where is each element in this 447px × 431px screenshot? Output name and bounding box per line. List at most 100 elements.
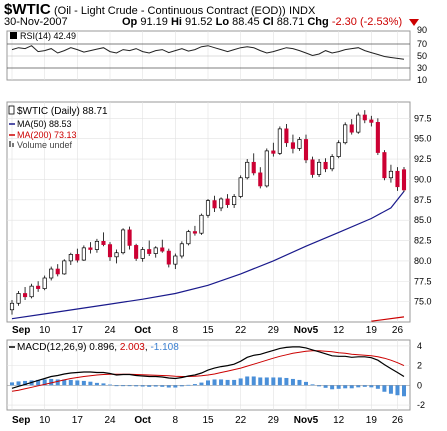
macd-hist-bar	[395, 385, 400, 396]
price-legend-candle-icon	[8, 105, 15, 115]
macd-hist-bar	[199, 382, 204, 386]
candle-body	[369, 119, 374, 123]
symbol: $WTIC	[4, 1, 51, 18]
candle-body	[323, 161, 328, 170]
x-tick-label: Sep	[12, 415, 30, 426]
macd-hist-bar	[68, 379, 73, 386]
high-value: 91.52	[185, 16, 213, 28]
candle-body	[375, 122, 380, 153]
x-tick-label: 22	[235, 415, 247, 426]
ma50-legend-label: MA(50) 88.53	[17, 119, 72, 129]
macd-tick-label: 4	[417, 341, 422, 351]
price-tick-label: 90.0	[414, 174, 432, 184]
macd-hist-bar	[212, 379, 217, 386]
macd-hist-bar	[114, 385, 119, 387]
rsi-legend: RSI(14) 42.49	[10, 31, 76, 41]
volume-legend-icon-b	[12, 143, 14, 147]
price-tick-label: 92.5	[414, 154, 432, 164]
candle-body	[395, 170, 400, 188]
price-tick-label: 97.5	[414, 113, 432, 123]
rsi-panel: RSI(14) 42.49 90 70 50 30 10	[6, 25, 427, 85]
macd-hist-bar	[271, 377, 276, 386]
x-tick-label: Nov5	[294, 415, 319, 426]
macd-hist-bar	[232, 379, 237, 386]
close-label: Cl	[262, 16, 274, 28]
candle-body	[62, 260, 67, 275]
macd-hist-bar	[375, 385, 380, 389]
candle-body	[121, 229, 126, 254]
macd-hist-bar	[238, 378, 243, 386]
rsi-legend-swatch	[10, 32, 17, 39]
candle-body	[173, 255, 178, 265]
x-tick-label: Oct	[134, 325, 151, 336]
candle-body	[101, 240, 106, 245]
macd-hist-bar	[101, 383, 106, 386]
macd-hist-bar	[264, 377, 269, 386]
ma50-line	[11, 191, 405, 320]
candle-body	[401, 169, 407, 191]
x-tick-label: Oct	[134, 415, 151, 426]
price-legend-label: $WTIC (Daily) 88.71	[17, 106, 108, 117]
candle-body	[186, 231, 191, 245]
quote-row: 30-Nov-2007 Op 91.19 Hi 91.52 Lo 88.45 C…	[4, 16, 440, 28]
macd-hist-bar	[330, 385, 335, 390]
macd-hist-bar	[336, 385, 341, 389]
low-label: Lo	[215, 16, 230, 28]
x-tick-label: 24	[104, 415, 116, 426]
macd-hist-bar	[251, 376, 256, 386]
candle-body	[16, 293, 21, 304]
macd-legend: MACD(12,26,9) 0.896, 2.003, -1.108	[9, 342, 179, 353]
candle-body	[284, 128, 289, 144]
candle-body	[388, 170, 393, 179]
macd-hist-bar	[192, 384, 197, 386]
rsi-tick-70: 70	[417, 39, 427, 49]
chg-label: Chg	[307, 16, 329, 28]
low-value: 88.45	[232, 16, 260, 28]
macd-tick-label: 2	[417, 361, 422, 371]
macd-hist-bar	[388, 385, 393, 394]
high-label: Hi	[170, 16, 182, 28]
macd-hist-bar	[173, 385, 178, 388]
macd-hist-bar	[206, 380, 210, 386]
candle-body	[245, 161, 250, 179]
macd-tick-label: -2	[417, 400, 425, 410]
x-tick-label: 22	[235, 325, 247, 336]
macd-hist-bar	[284, 377, 289, 386]
exchange: INDX	[289, 5, 316, 17]
macd-hist-bar	[127, 385, 132, 387]
open-label: Op	[122, 16, 138, 28]
macd-legend-label: MACD(12,26,9) 0.896, 2.003, -1.108	[17, 342, 179, 353]
open-value: 91.19	[140, 16, 168, 28]
candle-body	[42, 277, 47, 289]
macd-hist-bar	[219, 379, 224, 386]
price-tick-label: 77.5	[414, 276, 432, 286]
x-tick-label: 17	[72, 415, 84, 426]
quote-date: 30-Nov-2007	[4, 16, 68, 28]
candle-body	[303, 139, 309, 161]
price-tick-label: 82.5	[414, 236, 432, 246]
x-tick-label: 19	[366, 415, 378, 426]
macd-legend-macd: 0.896	[89, 342, 114, 353]
candle-body	[23, 293, 28, 298]
x-tick-label: 29	[268, 325, 280, 336]
macd-hist-bar	[179, 385, 184, 387]
macd-hist-bar	[356, 385, 361, 388]
candle-body	[94, 240, 99, 250]
x-tick-label: 15	[202, 415, 214, 426]
macd-hist-bar	[153, 385, 158, 387]
volume-legend-icon-a	[9, 141, 11, 147]
candle-body	[88, 247, 93, 250]
macd-hist-bar	[108, 384, 112, 386]
price-panel: 75.0 77.5 80.0 82.5 85.0 87.5 90.0 92.5 95.0 97.5…	[6, 101, 432, 323]
candle-body	[317, 161, 322, 175]
macd-hist-bar	[160, 385, 165, 387]
price-legend: $WTIC (Daily) 88.71 MA(50) 88.53 MA(200)…	[8, 105, 108, 150]
candle-body	[212, 200, 217, 209]
candle-body	[134, 245, 139, 259]
candle-body	[336, 142, 341, 157]
macd-hist-bar	[166, 385, 171, 388]
macd-legend-prefix: MACD(12,26,9)	[17, 342, 86, 353]
candle-body	[349, 124, 354, 133]
